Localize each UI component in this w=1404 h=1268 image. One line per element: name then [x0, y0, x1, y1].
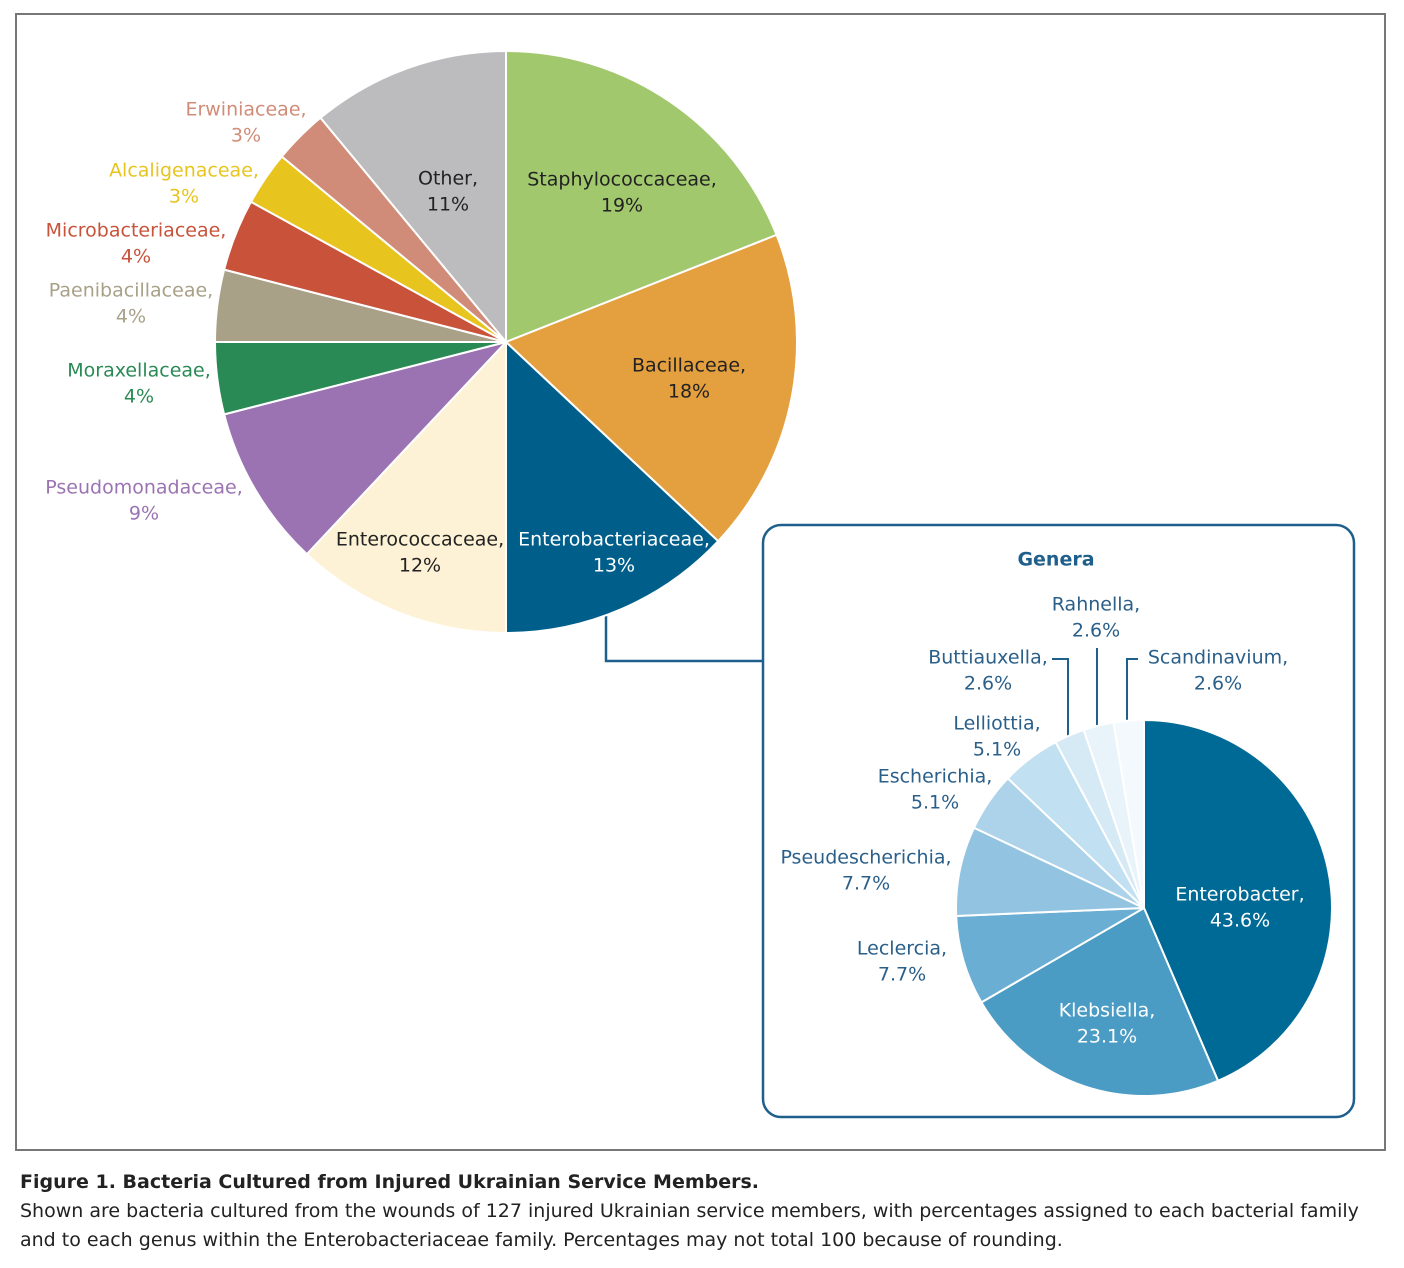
pie-slice [1143, 718, 1333, 1083]
inset-title: Genera [1017, 549, 1094, 571]
slice-value: 3% [231, 125, 261, 147]
slice-label: Paenibacillaceae, [49, 280, 213, 302]
leader-lines [1052, 648, 1138, 738]
caption-title: Figure 1. Bacteria Cultured from Injured… [20, 1171, 760, 1193]
slice-value: 5.1% [973, 739, 1021, 761]
slice-value: 3% [169, 186, 199, 208]
pie-slice [505, 49, 778, 344]
slice-value: 4% [124, 386, 154, 408]
slice-value: 7.7% [842, 873, 890, 895]
slice-label: Klebsiella, [1059, 1000, 1156, 1022]
slice-label: Alcaligenaceae, [109, 160, 259, 182]
slice-value: 2.6% [1072, 620, 1120, 642]
caption-text: Shown are bacteria cultured from the wou… [20, 1200, 1359, 1251]
slice-label: Pseudescherichia, [780, 847, 951, 869]
slice-value: 19% [601, 195, 643, 217]
slice-value: 2.6% [964, 673, 1012, 695]
slice-value: 18% [668, 381, 710, 403]
frame [15, 13, 1386, 1151]
slice-label: Leclercia, [857, 938, 947, 960]
slice-value: 43.6% [1210, 910, 1270, 932]
slice-label: Enterobacter, [1175, 884, 1304, 906]
pie-slice [319, 49, 507, 345]
slice-value: 4% [121, 246, 151, 268]
slice-value: 2.6% [1194, 673, 1242, 695]
slice-label: Enterobacteriaceae, [518, 529, 710, 551]
slice-value: 5.1% [911, 792, 959, 814]
slice-value: 9% [129, 503, 159, 525]
slice-label: Pseudomonadaceae, [45, 477, 242, 499]
pie-slice [980, 906, 1220, 1097]
slice-label: Escherichia, [878, 766, 993, 788]
pie-slice [1112, 718, 1145, 909]
slice-value: 4% [116, 306, 146, 328]
slice-label: Moraxellaceae, [67, 360, 211, 382]
slice-label: Erwiniaceae, [185, 99, 306, 121]
slice-label: Bacillaceae, [632, 355, 746, 377]
slice-label: Staphylococcaceae, [527, 169, 717, 191]
chart: Genera Staphylococcaceae, 19% Bacillaceae,… [15, 13, 1386, 1151]
connector [604, 615, 763, 663]
slice-label: Scandinavium, [1148, 647, 1288, 669]
slice-value: 7.7% [878, 964, 926, 986]
caption: Figure 1. Bacteria Cultured from Injured… [20, 1168, 1370, 1255]
slice-label: Rahnella, [1052, 594, 1140, 616]
slice-value: 12% [399, 555, 441, 577]
pie-slice [504, 233, 798, 543]
slice-label: Other, [418, 168, 478, 190]
slice-label: Microbacteriaceae, [46, 220, 227, 242]
pie-slice [305, 339, 507, 635]
slice-value: 23.1% [1077, 1026, 1137, 1048]
slice-value: 13% [593, 555, 635, 577]
pie-slice [222, 340, 510, 556]
slice-label: Enterococcaceae, [336, 529, 504, 551]
slice-label: Lelliottia, [953, 713, 1040, 735]
pie-slice [505, 339, 720, 635]
slice-value: 11% [427, 194, 469, 216]
slice-label: Buttiauxella, [928, 647, 1048, 669]
